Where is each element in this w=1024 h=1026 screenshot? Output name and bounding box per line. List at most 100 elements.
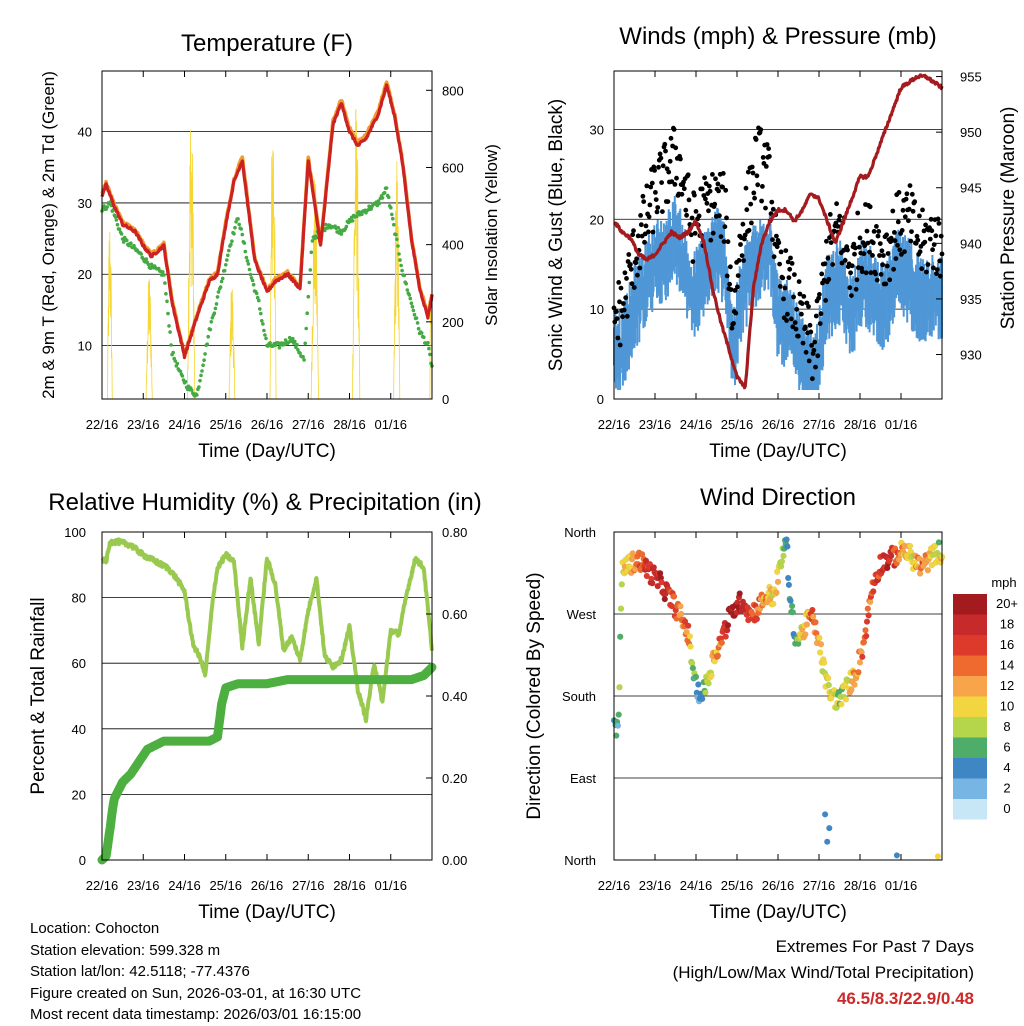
wind-direction-point xyxy=(718,639,726,646)
wind-direction-point xyxy=(816,649,824,656)
dewpoint-point xyxy=(226,253,230,258)
dewpoint-point xyxy=(197,385,201,389)
dewpoint-point xyxy=(222,268,227,273)
humidity-ylabel-left: Percent & Total Rainfall xyxy=(28,597,49,794)
dewpoint-point xyxy=(225,258,229,262)
dewpoint-point xyxy=(146,262,151,267)
dewpoint-point xyxy=(173,359,177,363)
gust-point xyxy=(817,292,822,297)
x-tick-label: 22/16 xyxy=(598,878,631,893)
gust-point xyxy=(614,316,620,321)
wind-direction-point xyxy=(816,634,823,642)
gust-point xyxy=(813,313,819,319)
gust-point xyxy=(806,358,812,364)
gust-point xyxy=(928,216,934,222)
dewpoint-point xyxy=(394,232,398,237)
dewpoint-point xyxy=(367,204,371,209)
gust-point xyxy=(749,220,754,226)
gust-point xyxy=(777,261,782,267)
gust-point xyxy=(665,199,671,205)
dewpoint-point xyxy=(261,322,265,326)
gust-point xyxy=(638,222,644,228)
wind-direction-point xyxy=(785,581,793,589)
wind-direction-point xyxy=(686,633,694,640)
dewpoint-point xyxy=(244,255,249,260)
gust-point xyxy=(616,280,622,285)
gust-point xyxy=(720,171,726,176)
gust-point xyxy=(781,296,786,302)
gust-point xyxy=(722,224,728,230)
gust-point xyxy=(852,251,857,257)
gust-point xyxy=(657,151,663,157)
gust-point xyxy=(641,199,647,205)
gust-point xyxy=(783,248,789,254)
dewpoint-point xyxy=(229,242,233,247)
colorbar-swatch xyxy=(953,614,987,635)
gust-point xyxy=(785,259,791,265)
dewpoint-point xyxy=(163,281,167,285)
gust-point xyxy=(859,269,865,275)
colorbar-swatch xyxy=(953,676,987,697)
direction-tick-label: East xyxy=(570,771,596,786)
gust-point xyxy=(925,262,931,267)
gust-point xyxy=(617,299,622,305)
gust-point xyxy=(935,216,941,222)
wind-direction-point xyxy=(705,680,712,687)
gust-point xyxy=(771,254,777,260)
gust-point xyxy=(836,217,842,223)
dewpoint-point xyxy=(392,222,396,227)
dewpoint-point xyxy=(287,335,292,340)
gust-point xyxy=(629,281,635,287)
wind-direction-point xyxy=(784,574,792,582)
x-tick-label: 01/16 xyxy=(885,417,918,432)
wind-direction-point xyxy=(809,606,816,614)
gust-point xyxy=(613,309,619,314)
x-tick-label: 22/16 xyxy=(598,417,631,432)
x-tick-label: 24/16 xyxy=(680,878,713,893)
wind-direction-point xyxy=(859,653,866,661)
x-tick-label: 27/16 xyxy=(292,878,325,893)
winds-ylabel-right: Station Pressure (Maroon) xyxy=(998,107,1019,330)
extremes-values: 46.5/8.3/22.9/0.48 xyxy=(836,989,974,1008)
dewpoint-point xyxy=(206,334,210,339)
dewpoint-point xyxy=(144,257,149,261)
gust-point xyxy=(763,164,769,169)
dewpoint-point xyxy=(400,268,404,273)
gust-point xyxy=(741,258,746,263)
gust-point xyxy=(653,190,658,195)
gust-point xyxy=(819,271,825,277)
gust-point xyxy=(647,202,653,208)
wind-direction-point xyxy=(654,582,661,590)
dewpoint-point xyxy=(161,270,165,274)
gust-point xyxy=(810,376,815,382)
wind-direction-title: Wind Direction xyxy=(700,484,856,511)
wind-direction-point xyxy=(817,641,825,648)
temperature-title: Temperature (F) xyxy=(181,30,353,57)
gust-point xyxy=(620,314,625,320)
gust-point xyxy=(622,270,628,276)
dewpoint-point xyxy=(165,299,169,304)
wind-direction-point xyxy=(934,853,941,860)
gust-point xyxy=(788,316,794,322)
gust-point xyxy=(623,295,629,301)
gust-point xyxy=(876,229,882,234)
gust-point xyxy=(689,215,695,221)
dewpoint-point xyxy=(306,294,311,299)
gust-point xyxy=(750,170,756,176)
gust-point xyxy=(628,266,634,272)
gust-point xyxy=(861,251,867,257)
humidity-panel: Relative Humidity (%) & Precipitation (i… xyxy=(28,489,482,923)
gust-point xyxy=(936,221,942,226)
wind-direction-point xyxy=(862,632,870,640)
gust-point xyxy=(696,213,702,219)
gust-point xyxy=(739,253,745,258)
gust-point xyxy=(679,191,685,197)
y-tick-label-left: 40 xyxy=(78,125,92,140)
x-tick-label: 26/16 xyxy=(762,878,795,893)
gust-point xyxy=(621,307,627,313)
dewpoint-point xyxy=(232,232,236,236)
wind-direction-point xyxy=(809,613,817,620)
gust-point xyxy=(784,318,789,323)
gust-point xyxy=(900,207,906,213)
gust-point xyxy=(837,213,843,219)
